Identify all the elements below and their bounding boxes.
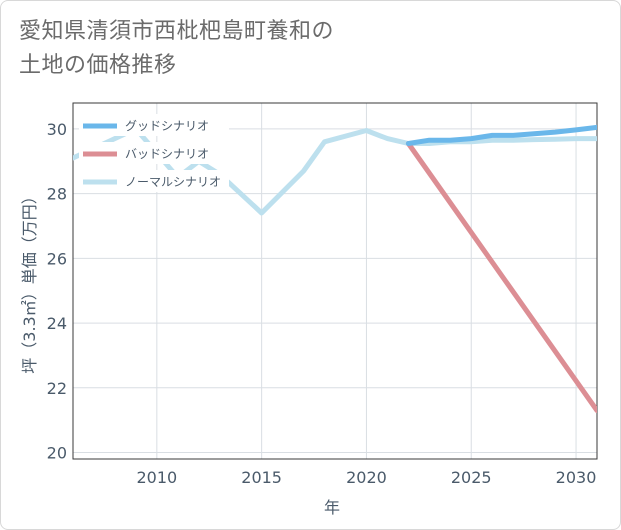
x-axis-label: 年 (324, 498, 340, 517)
tick-labels: 2010 2015 2020 2025 2030 20 22 24 26 28 30 (47, 120, 597, 487)
legend-label-1[interactable]: バッドシナリオ (125, 147, 209, 161)
x-tick-label: 2025 (451, 468, 492, 487)
y-tick-label: 24 (47, 314, 67, 333)
chart-title: 愛知県清須市西枇杷島町養和の 土地の価格推移 (19, 15, 439, 83)
chart-title-line-1: 愛知県清須市西枇杷島町養和の (19, 19, 335, 44)
y-axis-label: 坪（3.3㎡）単価（万円） (20, 188, 39, 373)
x-tick-label: 2015 (241, 468, 282, 487)
grid (73, 103, 597, 459)
y-tick-label: 20 (47, 444, 67, 463)
series-layer (73, 124, 597, 413)
y-tick-label: 30 (47, 120, 67, 139)
y-tick-label: 26 (47, 249, 67, 268)
y-tick-label: 28 (47, 185, 67, 204)
x-tick-label: 2010 (136, 468, 177, 487)
legend-label-2[interactable]: ノーマルシナリオ (125, 175, 221, 189)
x-tick-label: 2030 (556, 468, 597, 487)
y-tick-label: 22 (47, 379, 67, 398)
series-line-1 (405, 141, 597, 413)
legend-item-bg (79, 170, 229, 192)
legend-label-0[interactable]: グッドシナリオ (125, 119, 209, 133)
legend-item-bg (79, 114, 229, 136)
legend-item-bg (79, 142, 229, 164)
series-line-0 (405, 124, 597, 146)
x-tick-label: 2020 (346, 468, 387, 487)
chart-title-line-2: 土地の価格推移 (19, 53, 177, 78)
plot-frame (72, 102, 598, 460)
